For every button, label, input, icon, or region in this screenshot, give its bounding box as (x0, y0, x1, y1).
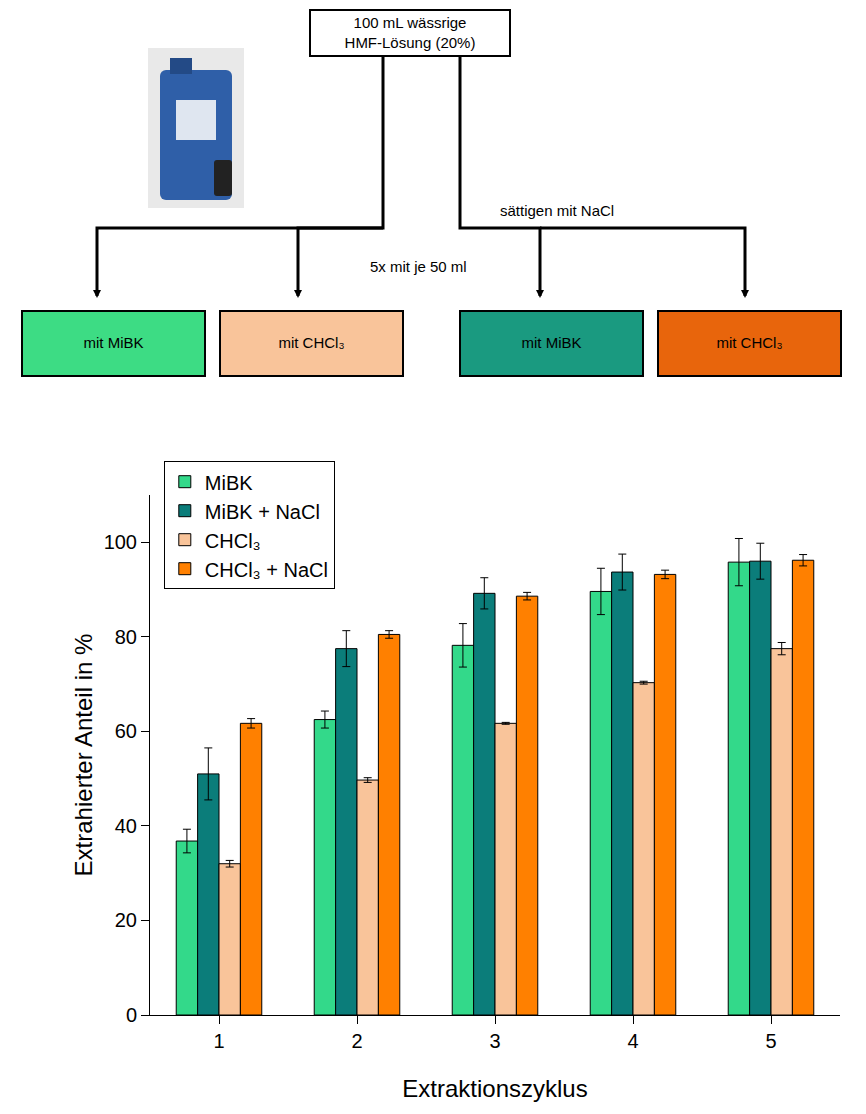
svg-text:80: 80 (115, 626, 137, 648)
svg-text:MiBK + NaCl: MiBK + NaCl (205, 501, 320, 523)
svg-text:4: 4 (627, 1030, 638, 1052)
svg-text:40: 40 (115, 815, 137, 837)
svg-text:60: 60 (115, 720, 137, 742)
svg-text:mit CHCl₃: mit CHCl₃ (278, 334, 344, 351)
svg-text:5x mit je 50 ml: 5x mit je 50 ml (370, 258, 467, 275)
svg-text:2: 2 (351, 1030, 362, 1052)
svg-text:mit MiBK: mit MiBK (84, 334, 144, 351)
svg-text:mit MiBK: mit MiBK (522, 334, 582, 351)
svg-text:HMF-Lösung (20%): HMF-Lösung (20%) (345, 34, 476, 51)
svg-text:5: 5 (765, 1030, 776, 1052)
svg-text:CHCl₃ + NaCl: CHCl₃ + NaCl (205, 559, 328, 581)
svg-text:Extrahierter Anteil in %: Extrahierter Anteil in % (70, 634, 97, 877)
svg-text:1: 1 (213, 1030, 224, 1052)
svg-text:100 mL wässrige: 100 mL wässrige (354, 14, 467, 31)
svg-text:MiBK: MiBK (205, 472, 253, 494)
svg-text:3: 3 (489, 1030, 500, 1052)
svg-text:Extraktionszyklus: Extraktionszyklus (402, 1075, 587, 1102)
svg-text:20: 20 (115, 909, 137, 931)
svg-text:100: 100 (104, 531, 137, 553)
svg-text:0: 0 (126, 1004, 137, 1026)
svg-text:mit CHCl₃: mit CHCl₃ (716, 334, 782, 351)
svg-text:sättigen mit NaCl: sättigen mit NaCl (500, 202, 614, 219)
svg-text:CHCl₃: CHCl₃ (205, 530, 261, 552)
